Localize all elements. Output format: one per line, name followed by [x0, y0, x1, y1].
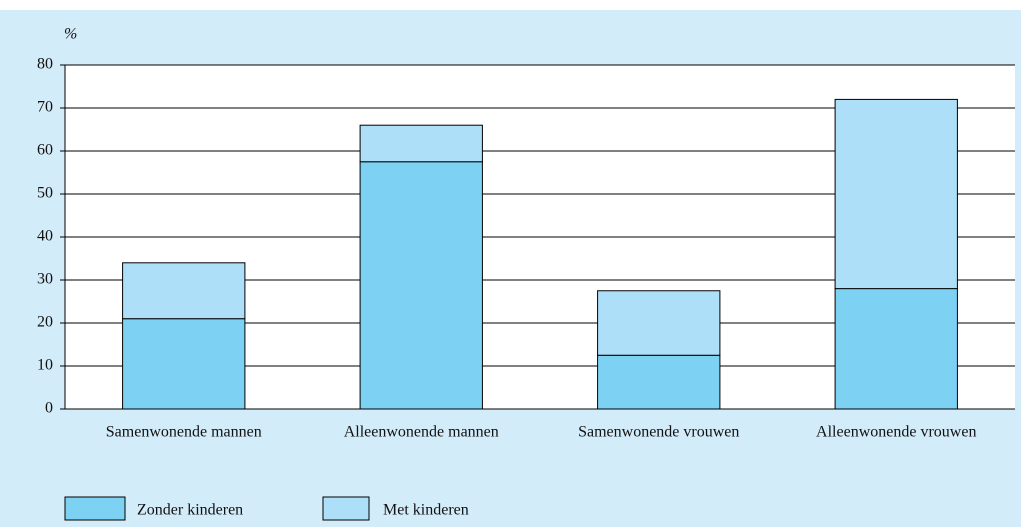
bar-segment: [122, 262, 246, 320]
y-tick-label: 20: [37, 314, 53, 331]
bar-segment: [597, 290, 721, 356]
y-tick-label: 50: [37, 185, 53, 202]
bar-segment: [834, 98, 958, 290]
y-tick-label: 0: [45, 400, 53, 417]
legend-swatch: [64, 496, 126, 521]
x-tick-label: Samenwonende mannen: [106, 424, 262, 441]
y-tick-label: 80: [37, 56, 53, 73]
x-tick-label: Samenwonende vrouwen: [578, 424, 739, 441]
y-tick-label: 10: [37, 357, 53, 374]
y-tick-label: 60: [37, 142, 53, 159]
x-tick-label: Alleenwonende mannen: [344, 424, 499, 441]
bar-segment: [359, 161, 483, 410]
legend-label: Zonder kinderen: [137, 502, 243, 519]
y-tick-label: 40: [37, 228, 53, 245]
y-tick-label: 70: [37, 99, 53, 116]
legend-swatch: [322, 496, 370, 521]
bar-segment: [834, 288, 958, 410]
legend-label: Met kinderen: [383, 502, 469, 519]
y-axis-label: %: [64, 26, 77, 43]
x-tick-label: Alleenwonende vrouwen: [816, 424, 976, 441]
bar-segment: [597, 354, 721, 410]
bar-segment: [122, 318, 246, 410]
y-tick-label: 30: [37, 271, 53, 288]
bar-segment: [359, 124, 483, 163]
